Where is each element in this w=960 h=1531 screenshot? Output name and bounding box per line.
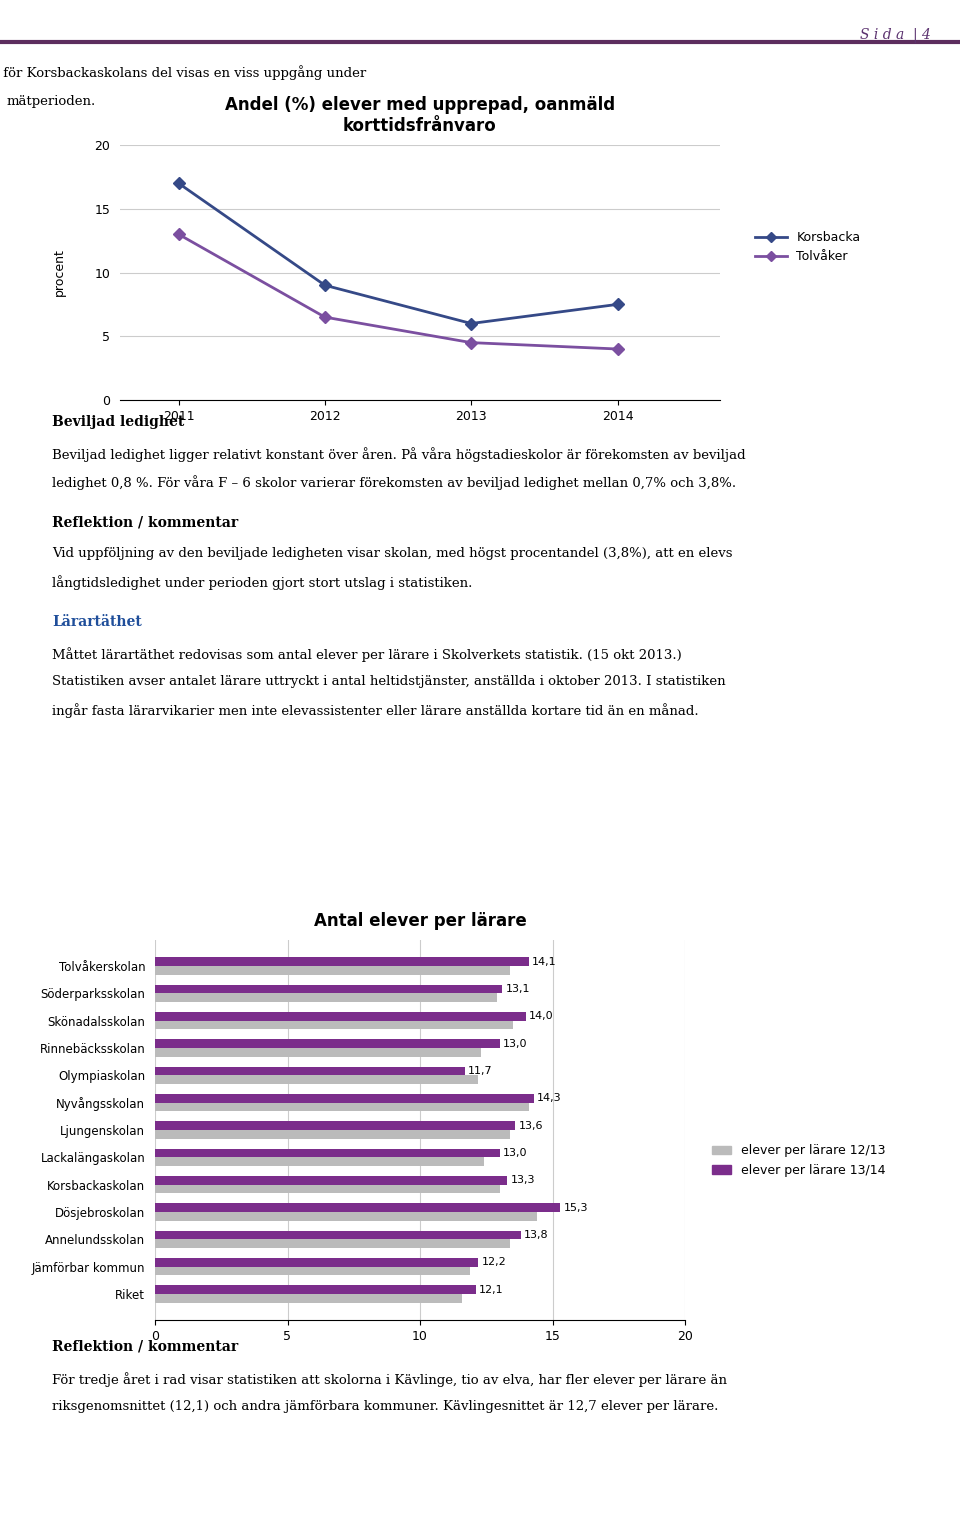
Bar xyxy=(155,966,510,975)
Text: Statistiken avser antalet lärare uttryckt i antal heltidstjänster, anställda i o: Statistiken avser antalet lärare uttryck… xyxy=(52,675,726,687)
Text: 11,7: 11,7 xyxy=(468,1066,492,1076)
Text: 14,3: 14,3 xyxy=(538,1093,562,1104)
Text: Reflektion / kommentar: Reflektion / kommentar xyxy=(52,1340,238,1353)
Text: S i d a  | 4: S i d a | 4 xyxy=(860,28,931,43)
Bar xyxy=(155,1102,529,1112)
Bar xyxy=(155,1040,499,1049)
Text: 14,0: 14,0 xyxy=(529,1012,554,1021)
Text: Måttet lärartäthet redovisas som antal elever per lärare i Skolverkets statistik: Måttet lärartäthet redovisas som antal e… xyxy=(52,648,682,661)
Bar xyxy=(155,1157,484,1167)
Bar xyxy=(155,1266,470,1275)
Text: Lärartäthet: Lärartäthet xyxy=(52,615,142,629)
Bar xyxy=(155,1067,465,1075)
Bar xyxy=(155,1021,513,1029)
Bar xyxy=(155,1185,499,1193)
Bar xyxy=(155,1121,516,1130)
Text: Vid uppföljning av den beviljade ledigheten visar skolan, med högst procentandel: Vid uppföljning av den beviljade ledighe… xyxy=(52,547,732,560)
Text: Reflektion / kommentar: Reflektion / kommentar xyxy=(52,514,238,530)
Text: 13,3: 13,3 xyxy=(511,1176,535,1185)
Bar xyxy=(155,1294,463,1303)
Y-axis label: procent: procent xyxy=(53,248,66,297)
Bar xyxy=(155,1203,561,1213)
Bar xyxy=(155,1148,499,1157)
Bar xyxy=(155,957,529,966)
Legend: elever per lärare 12/13, elever per lärare 13/14: elever per lärare 12/13, elever per lära… xyxy=(708,1139,891,1182)
Text: 13,6: 13,6 xyxy=(518,1121,543,1130)
Text: Beviljad ledighet ligger relativt konstant över åren. På våra högstadieskolor är: Beviljad ledighet ligger relativt konsta… xyxy=(52,447,746,462)
Bar xyxy=(155,1258,478,1266)
Legend: Korsbacka, Tolvåker: Korsbacka, Tolvåker xyxy=(751,227,866,268)
Text: 13,8: 13,8 xyxy=(524,1229,548,1240)
Text: Tolvåkerskolan minskat ytterligare och för Korsbackaskolans del visas en viss up: Tolvåkerskolan minskat ytterligare och f… xyxy=(0,64,367,80)
Text: 13,0: 13,0 xyxy=(503,1038,527,1049)
Title: Antal elever per lärare: Antal elever per lärare xyxy=(314,912,526,931)
Bar xyxy=(155,1012,526,1021)
Text: långtidsledighet under perioden gjort stort utslag i statistiken.: långtidsledighet under perioden gjort st… xyxy=(52,576,472,589)
Text: ingår fasta lärarvikarier men inte elevassistenter eller lärare anställda kortar: ingår fasta lärarvikarier men inte eleva… xyxy=(52,703,699,718)
Text: mätperioden.: mätperioden. xyxy=(7,95,96,109)
Text: 14,1: 14,1 xyxy=(532,957,557,966)
Bar xyxy=(155,984,502,994)
Bar xyxy=(155,1285,475,1294)
Text: För tredje året i rad visar statistiken att skolorna i Kävlinge, tio av elva, ha: För tredje året i rad visar statistiken … xyxy=(52,1372,727,1387)
Text: ledighet 0,8 %. För våra F – 6 skolor varierar förekomsten av beviljad ledighet : ledighet 0,8 %. För våra F – 6 skolor va… xyxy=(52,475,736,490)
Bar xyxy=(155,1075,478,1084)
Text: 12,1: 12,1 xyxy=(479,1285,503,1295)
Title: Andel (%) elever med upprepad, oanmäld
korttidsfrånvaro: Andel (%) elever med upprepad, oanmäld k… xyxy=(225,96,615,135)
Bar xyxy=(155,1176,508,1185)
Bar xyxy=(155,1231,520,1239)
Bar xyxy=(155,1130,510,1139)
Text: 15,3: 15,3 xyxy=(564,1203,588,1213)
Bar xyxy=(155,1049,481,1056)
Bar xyxy=(155,1095,534,1102)
Bar xyxy=(155,994,497,1003)
Bar xyxy=(155,1239,510,1248)
Text: 13,1: 13,1 xyxy=(505,984,530,994)
Text: 13,0: 13,0 xyxy=(503,1148,527,1157)
Text: 12,2: 12,2 xyxy=(482,1257,506,1268)
Text: Beviljad ledighet: Beviljad ledighet xyxy=(52,415,184,429)
Bar xyxy=(155,1213,537,1220)
Text: riksgenomsnittet (12,1) och andra jämförbara kommuner. Kävlingesnittet är 12,7 e: riksgenomsnittet (12,1) och andra jämför… xyxy=(52,1399,718,1413)
